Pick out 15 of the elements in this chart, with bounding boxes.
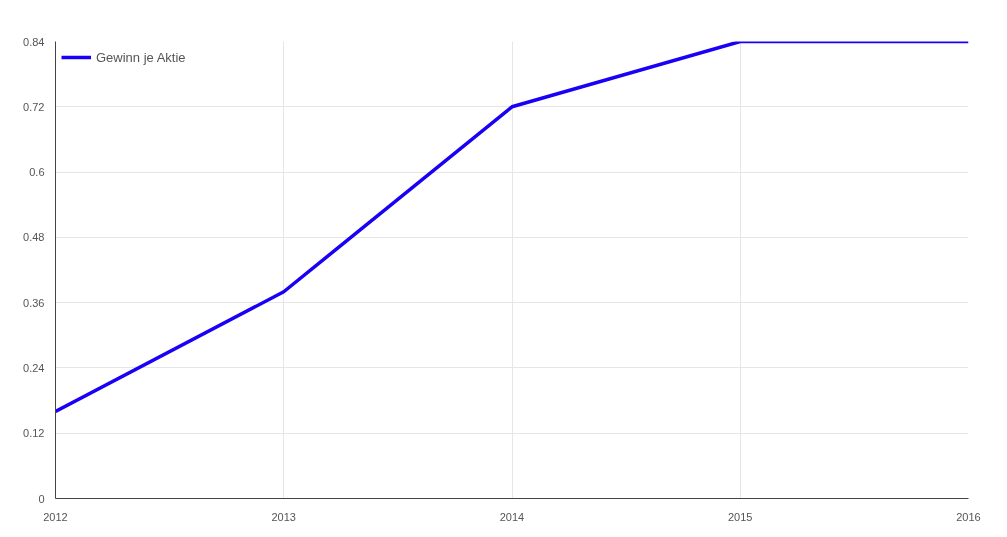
x-tick-label: 2016: [956, 510, 981, 523]
y-tick-label: 0.12: [23, 427, 45, 440]
x-tick-label: 2014: [499, 510, 525, 523]
y-tick-label: 0.36: [23, 296, 45, 309]
y-tick-label: 0.24: [23, 361, 45, 374]
y-tick-label: 0.48: [23, 231, 45, 244]
legend-label: Gewinn je Aktie: [96, 49, 186, 65]
x-tick-label: 2015: [728, 510, 753, 523]
line-series: [55, 41, 969, 414]
y-tick-label: 0: [38, 492, 45, 505]
x-tick-label: 2012: [43, 510, 68, 523]
y-tick-label: 0.84: [23, 35, 45, 48]
y-tick-label: 0.72: [23, 100, 45, 113]
x-tick-label: 2013: [271, 510, 296, 523]
y-tick-label: 0.6: [29, 166, 45, 179]
